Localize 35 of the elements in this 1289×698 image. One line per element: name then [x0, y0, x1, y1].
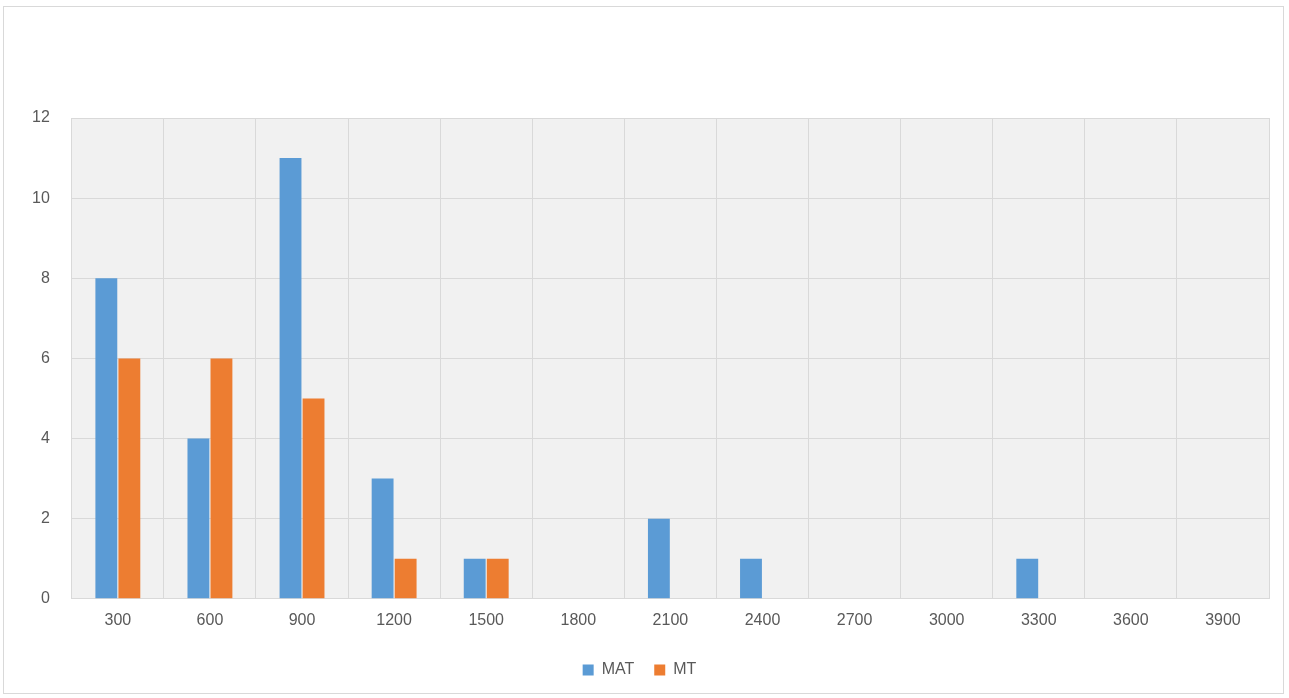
- bar: [371, 478, 394, 599]
- x-tick-label: 3900: [1205, 610, 1241, 628]
- y-tick-label: 4: [40, 428, 50, 446]
- bar: [279, 158, 302, 599]
- x-tick-label: 900: [288, 610, 316, 628]
- bar: [187, 438, 210, 599]
- bar: [647, 518, 670, 599]
- legend-label: MAT: [601, 660, 635, 678]
- bar: [740, 558, 762, 599]
- x-tick-label: 2100: [652, 610, 689, 628]
- bar: [210, 358, 233, 599]
- bar: [95, 278, 118, 599]
- x-tick-label: 1200: [376, 610, 413, 628]
- x-tick-label: 2400: [744, 610, 781, 628]
- x-tick-label: 3000: [928, 610, 965, 628]
- y-tick-label: 12: [32, 108, 50, 126]
- bar: [1016, 558, 1039, 599]
- x-tick-label: 3300: [1020, 610, 1057, 628]
- x-tick-label: 3600: [1113, 610, 1149, 628]
- y-tick-label: 6: [40, 348, 50, 366]
- bar: [463, 558, 486, 599]
- x-tick-label: 300: [104, 610, 132, 628]
- y-tick-label: 0: [40, 589, 50, 607]
- bar: [302, 398, 325, 599]
- x-tick-label: 600: [196, 610, 224, 628]
- bar: [486, 558, 509, 599]
- x-tick-label: 1500: [468, 610, 505, 628]
- legend-label: MT: [673, 660, 697, 678]
- y-tick-label: 2: [40, 509, 50, 527]
- bar: [394, 558, 417, 599]
- x-tick-label: 1800: [560, 610, 597, 628]
- bar: [118, 358, 141, 599]
- y-tick-label: 10: [32, 188, 50, 206]
- x-tick-label: 2700: [836, 610, 873, 628]
- y-tick-label: 8: [40, 268, 50, 286]
